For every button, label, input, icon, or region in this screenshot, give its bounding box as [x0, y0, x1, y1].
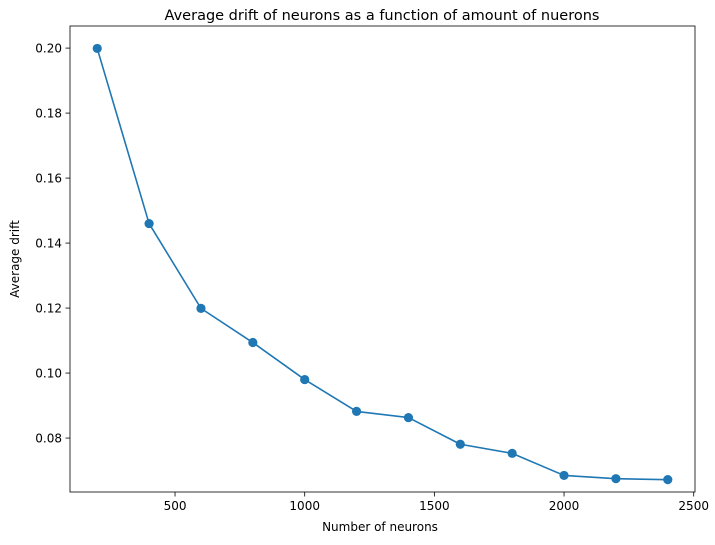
y-tick-label: 0.16 [35, 171, 62, 185]
plot-background [70, 26, 695, 492]
y-tick-label: 0.08 [35, 431, 62, 445]
x-tick-label: 1000 [289, 499, 320, 513]
x-tick-label: 2000 [549, 499, 580, 513]
y-tick-label: 0.14 [35, 236, 62, 250]
data-point [196, 303, 206, 313]
data-point [611, 474, 621, 484]
series-layer [92, 43, 673, 485]
series-line [96, 48, 668, 481]
x-axis-label: Number of neurons [322, 520, 438, 534]
data-point [248, 337, 258, 348]
x-tick-label: 2500 [678, 499, 709, 513]
data-point [92, 43, 102, 54]
data-point [351, 406, 362, 417]
x-axis-ticks: 500 1000 1500 2000 2500 [164, 492, 709, 513]
data-point [663, 475, 673, 485]
y-tick-label: 0.20 [35, 41, 62, 55]
data-point [455, 439, 465, 449]
y-tick-label: 0.10 [35, 366, 62, 380]
x-tick-label: 500 [164, 499, 187, 513]
data-point [300, 374, 310, 385]
y-axis-label: Average drift [8, 220, 22, 298]
data-point [559, 470, 569, 481]
plot-frame [69, 25, 696, 493]
x-tick-label: 1500 [419, 499, 450, 513]
y-tick-label: 0.12 [35, 301, 62, 315]
chart-title: Average drift of neurons as a function o… [165, 8, 600, 24]
data-point [507, 448, 517, 458]
y-axis-ticks: 0.08 0.10 0.12 0.14 0.16 0.18 0.20 [35, 41, 70, 445]
data-point [403, 412, 414, 423]
y-tick-label: 0.18 [35, 106, 62, 120]
data-point [144, 218, 154, 229]
